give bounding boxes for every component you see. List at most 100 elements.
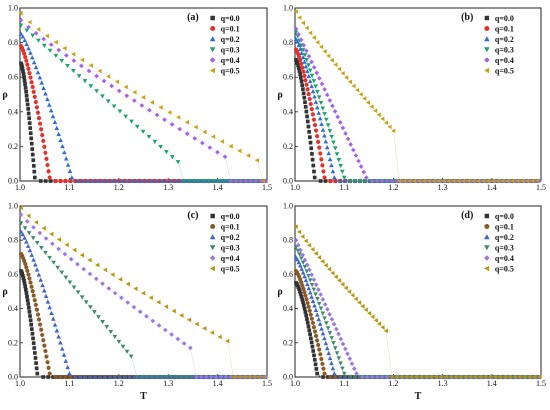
data-point xyxy=(110,272,115,277)
data-point xyxy=(433,374,439,380)
data-point xyxy=(181,374,187,379)
data-point xyxy=(164,178,170,183)
data-point xyxy=(73,374,78,379)
data-point xyxy=(306,63,311,68)
legend: q=0.0 q=0.1q=0.2 q=0.3q=0.4 q=0.5 xyxy=(484,14,514,76)
data-point xyxy=(483,374,488,380)
data-point xyxy=(310,112,315,117)
data-point xyxy=(127,374,132,379)
data-point xyxy=(90,178,95,183)
y-tick-label: 0.6 xyxy=(8,270,18,279)
data-point xyxy=(24,265,29,270)
data-point xyxy=(333,374,338,380)
data-point xyxy=(363,307,368,313)
data-point xyxy=(27,19,32,25)
legend-marker xyxy=(209,234,216,240)
data-point xyxy=(502,178,508,184)
data-point xyxy=(312,94,317,99)
data-point xyxy=(293,26,299,32)
data-point xyxy=(293,9,298,14)
data-point xyxy=(21,69,25,74)
data-point xyxy=(35,312,41,317)
data-point xyxy=(308,101,313,107)
legend-marker xyxy=(484,15,490,21)
data-point xyxy=(59,270,65,275)
data-point xyxy=(80,375,85,379)
legend-marker xyxy=(484,67,490,74)
legend-label: q=0.3 xyxy=(221,46,240,55)
data-point xyxy=(154,178,160,183)
data-point xyxy=(164,150,169,155)
data-point xyxy=(389,374,394,380)
data-point xyxy=(26,272,31,277)
data-point xyxy=(75,261,80,267)
data-point xyxy=(41,288,47,293)
data-point xyxy=(55,265,61,270)
data-point xyxy=(300,252,306,258)
data-point xyxy=(30,84,35,90)
data-point xyxy=(358,92,363,97)
data-point xyxy=(475,178,480,184)
data-point xyxy=(31,89,36,94)
data-point xyxy=(333,274,338,280)
data-point xyxy=(139,375,145,380)
data-point xyxy=(331,321,337,327)
x-tick-label: 1.1 xyxy=(64,379,74,388)
data-point xyxy=(399,178,405,184)
data-point xyxy=(207,145,213,150)
legend-marker xyxy=(484,47,490,53)
data-point xyxy=(45,96,50,102)
data-point xyxy=(43,91,48,96)
data-point xyxy=(26,213,31,219)
data-point xyxy=(90,375,95,379)
y-axis-label: ρ xyxy=(2,90,7,101)
data-point xyxy=(186,179,192,184)
x-axis-label: T xyxy=(140,391,147,402)
data-point xyxy=(416,178,421,184)
data-point xyxy=(116,88,122,94)
data-point xyxy=(317,255,322,260)
data-point xyxy=(120,344,126,349)
data-point xyxy=(373,318,378,323)
y-tick-label: 0.8 xyxy=(8,236,18,245)
legend-marker xyxy=(210,15,215,21)
data-point xyxy=(82,374,88,379)
data-point xyxy=(309,83,314,89)
data-point xyxy=(409,178,414,184)
data-point xyxy=(36,272,42,277)
data-point xyxy=(110,178,115,183)
legend-label: q=0.2 xyxy=(221,35,240,44)
data-point xyxy=(23,86,28,90)
data-point xyxy=(29,284,34,289)
data-point xyxy=(321,375,325,379)
data-point xyxy=(340,366,345,371)
data-point xyxy=(117,374,123,379)
data-point xyxy=(39,327,44,332)
data-point xyxy=(62,150,67,155)
y-tick-label: 0.0 xyxy=(283,373,293,382)
data-point xyxy=(39,127,44,132)
data-point xyxy=(211,179,216,184)
data-point xyxy=(297,54,302,59)
data-point xyxy=(36,317,42,322)
data-point xyxy=(48,179,53,183)
data-point xyxy=(502,374,507,380)
data-point xyxy=(355,375,360,379)
data-point xyxy=(43,179,48,183)
data-point xyxy=(312,357,317,362)
data-point xyxy=(43,348,48,354)
data-point xyxy=(342,346,348,352)
chart-panel-b: 1.0 1.1 1.2 1.3 1.4 1.5 0.0 0.2 0.4 0.6 0.8 1.0 ρ (b)… xyxy=(277,4,546,193)
data-point xyxy=(53,374,58,380)
data-point xyxy=(350,293,355,298)
series-q=0.4 xyxy=(18,17,268,184)
data-point xyxy=(88,305,93,310)
legend-label: q=0.4 xyxy=(221,56,240,65)
data-point xyxy=(157,374,162,379)
plot-frame xyxy=(19,7,268,182)
data-point xyxy=(298,75,303,80)
data-point xyxy=(333,62,338,67)
data-point xyxy=(30,152,35,157)
data-point xyxy=(297,229,302,235)
